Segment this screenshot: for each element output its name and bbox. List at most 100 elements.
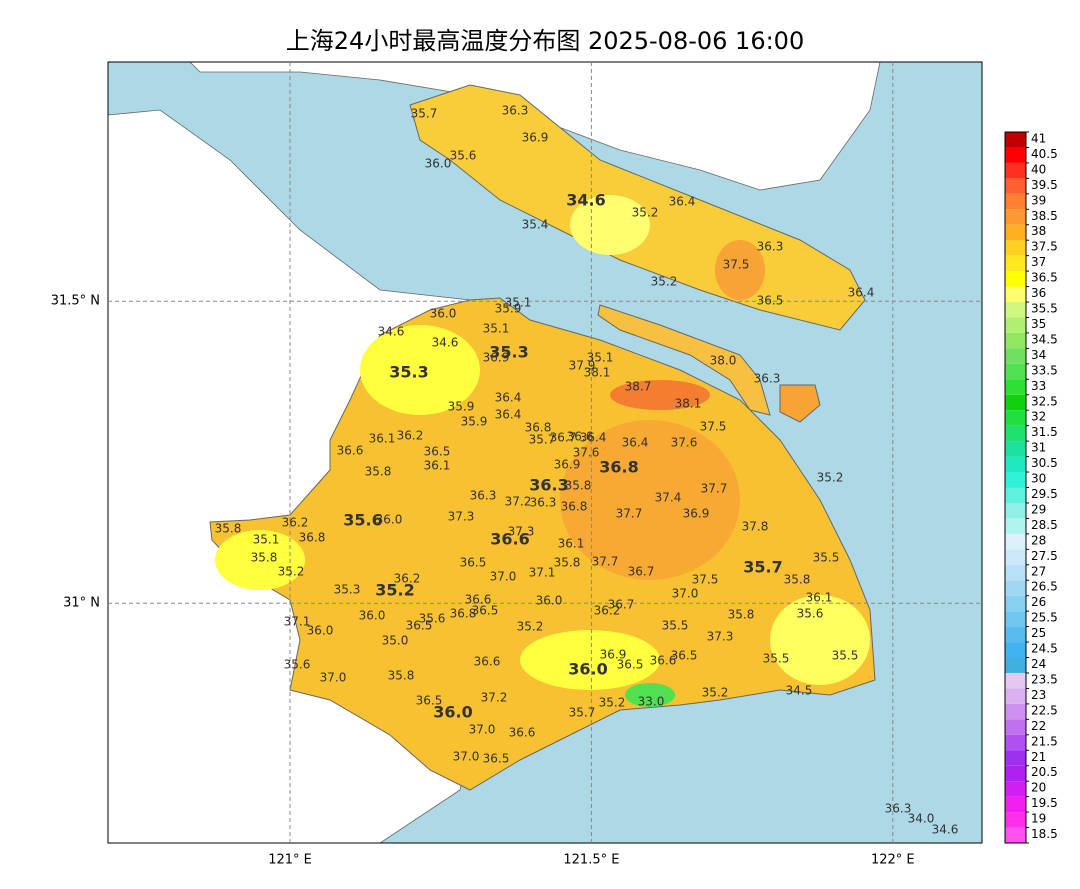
station-value: 35.2 bbox=[817, 471, 844, 485]
colorbar-swatch bbox=[1005, 642, 1026, 658]
station-value: 36.0 bbox=[425, 157, 452, 171]
station-value: 37.6 bbox=[671, 436, 698, 450]
district-value: 35.6 bbox=[343, 511, 382, 530]
colorbar-swatch bbox=[1005, 224, 1026, 241]
colorbar-label: 22.5 bbox=[1031, 703, 1058, 717]
station-value: 36.5 bbox=[757, 294, 784, 308]
station-value: 36.3 bbox=[754, 372, 781, 386]
colorbar-label: 20 bbox=[1031, 781, 1046, 795]
colorbar-label: 38 bbox=[1031, 224, 1046, 238]
station-value: 35.4 bbox=[522, 218, 549, 232]
station-value: 35.2 bbox=[632, 206, 659, 220]
station-value: 35.8 bbox=[728, 608, 755, 622]
station-value: 36.8 bbox=[450, 607, 477, 621]
station-value: 37.0 bbox=[672, 587, 699, 601]
temp-zone bbox=[625, 683, 675, 707]
colorbar-swatch bbox=[1005, 657, 1026, 673]
station-value: 37.7 bbox=[592, 555, 619, 569]
temp-zone bbox=[360, 325, 480, 415]
temp-zone bbox=[770, 595, 870, 685]
temp-zone bbox=[215, 530, 305, 590]
station-value: 34.6 bbox=[932, 823, 959, 837]
map-title: 上海24小时最高温度分布图 2025-08-06 16:00 bbox=[286, 27, 804, 55]
colorbar-swatch bbox=[1005, 688, 1026, 704]
colorbar-label: 26 bbox=[1031, 595, 1046, 609]
station-value: 35.2 bbox=[278, 565, 305, 579]
district-value: 35.3 bbox=[389, 363, 428, 382]
station-value: 36.9 bbox=[600, 648, 627, 662]
station-value: 36.4 bbox=[848, 286, 875, 300]
colorbar-swatch bbox=[1005, 827, 1026, 843]
station-value: 36.3 bbox=[885, 802, 912, 816]
temp-zone bbox=[520, 630, 660, 690]
y-tick-label: 31° N bbox=[63, 596, 100, 611]
temp-zone bbox=[570, 195, 650, 255]
district-value: 35.3 bbox=[489, 343, 528, 362]
station-value: 35.9 bbox=[448, 400, 475, 414]
station-value: 36.7 bbox=[628, 565, 655, 579]
station-value: 36.4 bbox=[495, 391, 522, 405]
district-value: 36.6 bbox=[490, 530, 529, 549]
colorbar-label: 22 bbox=[1031, 719, 1046, 733]
colorbar-label: 19 bbox=[1031, 812, 1046, 826]
colorbar-swatch bbox=[1005, 271, 1026, 287]
station-value: 36.6 bbox=[337, 444, 364, 458]
station-value: 36.0 bbox=[430, 307, 457, 321]
colorbar-swatch bbox=[1005, 456, 1026, 473]
colorbar-label: 37 bbox=[1031, 255, 1046, 269]
station-value: 38.1 bbox=[584, 366, 611, 380]
station-value: 35.2 bbox=[599, 696, 626, 710]
station-value: 37.1 bbox=[529, 566, 556, 580]
north-land bbox=[189, 61, 881, 191]
station-value: 35.7 bbox=[569, 706, 596, 720]
colorbar-swatch bbox=[1005, 317, 1026, 333]
colorbar-label: 32.5 bbox=[1031, 394, 1058, 408]
station-value: 36.5 bbox=[460, 556, 487, 570]
station-value: 37.5 bbox=[700, 420, 727, 434]
station-value: 37.9 bbox=[569, 359, 596, 373]
station-value: 35.1 bbox=[587, 351, 614, 365]
station-value: 37.3 bbox=[448, 510, 475, 524]
colorbar-label: 30.5 bbox=[1031, 456, 1058, 470]
station-value: 36.6 bbox=[509, 726, 536, 740]
station-value: 36.4 bbox=[622, 436, 649, 450]
colorbar-label: 41 bbox=[1031, 132, 1046, 146]
colorbar-label: 26.5 bbox=[1031, 580, 1058, 594]
colorbar-swatch bbox=[1005, 441, 1026, 457]
station-value: 35.0 bbox=[382, 634, 409, 648]
station-value: 35.1 bbox=[505, 296, 532, 310]
station-value: 36.5 bbox=[424, 445, 451, 459]
station-value: 36.8 bbox=[299, 531, 326, 545]
colorbar-swatch bbox=[1005, 240, 1026, 256]
station-value: 38.7 bbox=[625, 380, 652, 394]
station-value: 36.0 bbox=[359, 609, 386, 623]
district-value: 36.0 bbox=[433, 703, 472, 722]
station-value: 36.9 bbox=[554, 458, 581, 472]
colorbar-swatch bbox=[1005, 765, 1026, 782]
station-value: 36.0 bbox=[307, 624, 334, 638]
colorbar-label: 40 bbox=[1031, 162, 1046, 176]
colorbar-label: 25 bbox=[1031, 626, 1046, 640]
map-frame bbox=[107, 61, 983, 844]
colorbar-swatch bbox=[1005, 518, 1026, 534]
station-value: 37.7 bbox=[616, 507, 643, 521]
colorbar-label: 35 bbox=[1031, 317, 1046, 331]
x-tick-label: 121° E bbox=[268, 853, 312, 868]
station-value: 37.0 bbox=[320, 671, 347, 685]
district-value: 36.3 bbox=[529, 476, 568, 495]
station-value: 36.9 bbox=[522, 131, 549, 145]
station-value: 37.0 bbox=[453, 750, 480, 764]
station-value: 35.8 bbox=[554, 556, 581, 570]
station-value: 35.1 bbox=[253, 533, 280, 547]
colorbar-swatch bbox=[1005, 750, 1026, 766]
colorbar-swatch bbox=[1005, 209, 1026, 225]
colorbar-label: 34.5 bbox=[1031, 332, 1058, 346]
colorbar-swatch bbox=[1005, 533, 1026, 550]
colorbar-swatch bbox=[1005, 162, 1026, 179]
station-value: 36.5 bbox=[617, 658, 644, 672]
colorbar-label: 18.5 bbox=[1031, 827, 1058, 841]
colorbar-swatch bbox=[1005, 348, 1026, 364]
colorbar-label: 36 bbox=[1031, 286, 1046, 300]
station-value: 34.5 bbox=[786, 684, 813, 698]
colorbar-swatch bbox=[1005, 332, 1026, 349]
